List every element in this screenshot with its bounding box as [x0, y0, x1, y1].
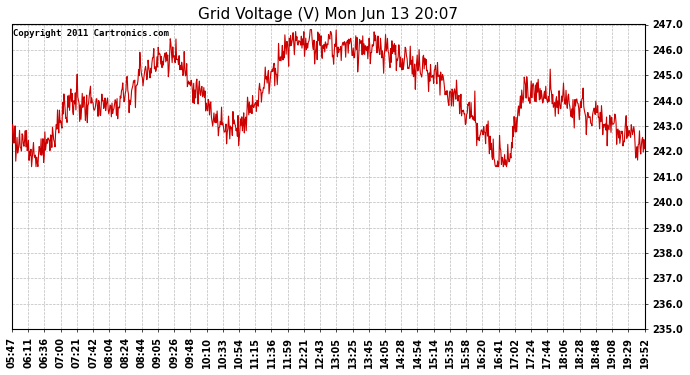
Title: Grid Voltage (V) Mon Jun 13 20:07: Grid Voltage (V) Mon Jun 13 20:07 — [198, 7, 458, 22]
Text: Copyright 2011 Cartronics.com: Copyright 2011 Cartronics.com — [13, 29, 169, 38]
